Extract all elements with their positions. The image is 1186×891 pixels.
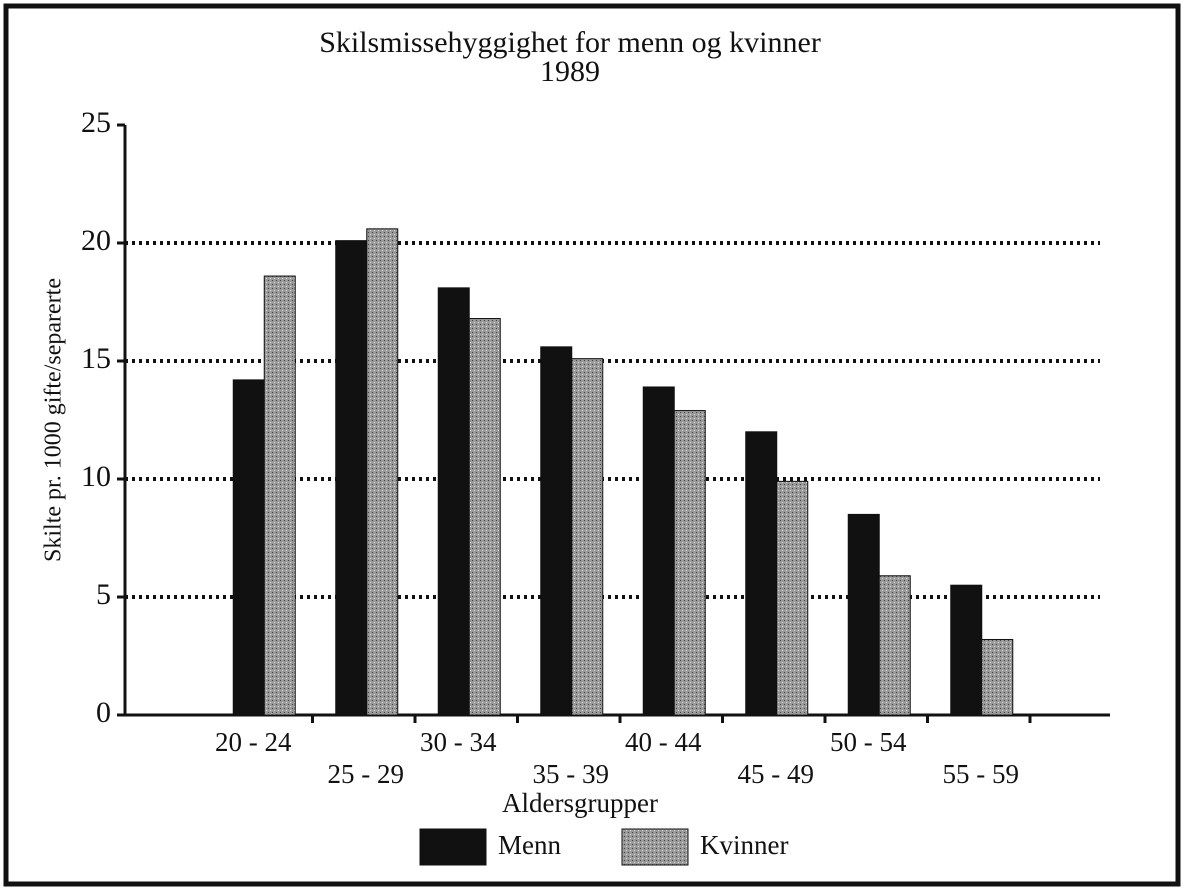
bar <box>263 275 296 716</box>
bar <box>745 431 778 716</box>
bar <box>847 513 880 716</box>
bar <box>571 358 604 716</box>
legend-swatch <box>621 828 689 866</box>
legend-label: Kvinner <box>700 830 788 860</box>
x-tick-label: 45 - 49 <box>738 759 815 789</box>
y-tick-label: 20 <box>81 224 111 257</box>
bar <box>468 318 501 716</box>
legend-swatch <box>419 828 487 866</box>
bar <box>232 379 265 716</box>
x-tick-label: 20 - 24 <box>215 727 292 757</box>
y-tick-label: 15 <box>81 342 111 375</box>
x-tick-label: 55 - 59 <box>943 759 1020 789</box>
x-tick-label: 40 - 44 <box>625 727 702 757</box>
bar <box>673 410 706 716</box>
bar <box>335 240 368 716</box>
legend-label: Menn <box>498 830 561 860</box>
bar <box>437 287 470 716</box>
bar <box>950 584 983 716</box>
x-tick-label: 30 - 34 <box>420 727 497 757</box>
bar <box>776 480 809 716</box>
bar <box>642 386 675 716</box>
x-tick-label: 25 - 29 <box>328 759 405 789</box>
y-tick-label: 25 <box>81 106 111 139</box>
frame <box>3 3 1181 887</box>
y-tick-label: 5 <box>96 578 111 611</box>
bar <box>981 638 1014 716</box>
bar <box>878 575 911 716</box>
x-tick-label: 35 - 39 <box>533 759 610 789</box>
chart-title: Skilsmissehyggighet for menn og kvinner <box>319 26 821 59</box>
y-tick-label: 0 <box>96 696 111 729</box>
x-tick-label: 50 - 54 <box>830 727 907 757</box>
bar <box>366 228 399 716</box>
chart-subtitle: 1989 <box>540 55 600 88</box>
y-tick-label: 10 <box>81 460 111 493</box>
y-axis-label: Skilte pr. 1000 gifte/separerte <box>41 278 67 562</box>
bar <box>540 346 573 716</box>
x-axis-label: Aldersgrupper <box>502 788 658 818</box>
